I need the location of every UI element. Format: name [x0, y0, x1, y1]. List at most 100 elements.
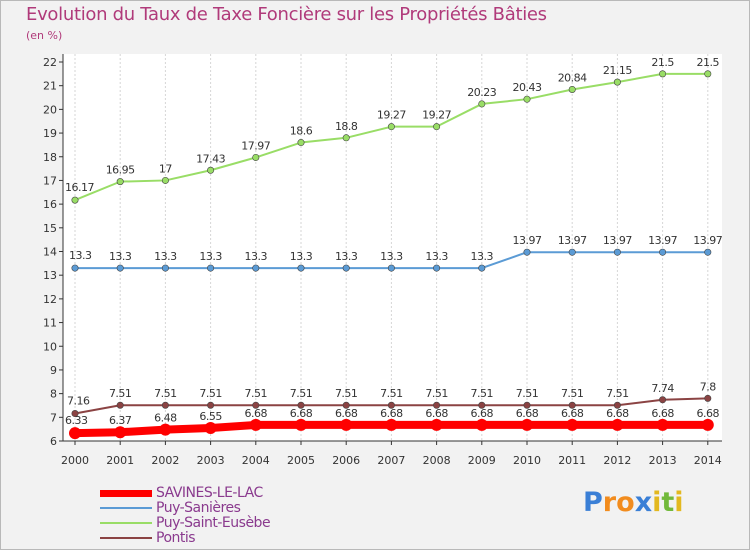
legend-item-pontis: Pontis — [100, 530, 196, 546]
y-tick-label: 14 — [43, 246, 57, 259]
data-label: 6.33 — [65, 414, 88, 427]
data-point — [71, 410, 79, 418]
data-label: 13.3 — [471, 250, 494, 263]
data-point — [342, 401, 350, 409]
x-tick-label: 2001 — [106, 454, 134, 467]
legend-label-puy-sanieres: Puy-Sanières — [156, 500, 241, 516]
x-tick-label: 2013 — [649, 454, 677, 467]
y-tick-label: 8 — [50, 388, 57, 401]
data-label: 13.3 — [425, 250, 448, 263]
data-point — [523, 401, 531, 409]
data-label: 13.3 — [199, 250, 222, 263]
logo-letter: r — [602, 487, 617, 518]
data-point — [521, 418, 533, 431]
data-point — [611, 418, 624, 431]
data-label: 6.37 — [109, 414, 132, 427]
data-label: 7.51 — [471, 387, 494, 400]
data-label: 20.43 — [513, 81, 542, 94]
data-point — [568, 248, 576, 256]
logo-letter: i — [652, 487, 662, 518]
data-point — [701, 418, 714, 431]
legend-item-savines: SAVINES-LE-LAC — [100, 485, 263, 501]
y-tick-label: 11 — [43, 317, 57, 330]
data-point — [566, 418, 579, 431]
logo-letter: i — [674, 487, 684, 518]
data-label: 7.8 — [700, 380, 716, 393]
data-label: 7.51 — [335, 387, 358, 400]
data-label: 7.51 — [380, 387, 403, 400]
data-point — [704, 394, 712, 402]
data-point — [433, 264, 441, 272]
data-label: 6.68 — [471, 407, 494, 420]
data-label: 17.43 — [196, 152, 225, 165]
data-point — [433, 401, 441, 409]
x-tick-label: 2012 — [603, 454, 631, 467]
y-tick-label: 7 — [50, 411, 57, 424]
data-label: 7.51 — [199, 387, 222, 400]
legend-swatch-puy-saint-eusebe — [100, 522, 152, 524]
data-label: 13.97 — [603, 234, 632, 247]
data-point — [252, 264, 260, 272]
data-point — [523, 95, 531, 103]
data-label: 7.51 — [561, 387, 584, 400]
y-tick-label: 19 — [43, 127, 57, 140]
data-label: 7.51 — [516, 387, 539, 400]
data-label: 6.68 — [516, 407, 539, 420]
data-label: 19.27 — [422, 109, 451, 122]
data-point — [71, 264, 79, 272]
data-point — [207, 166, 215, 174]
data-point — [387, 401, 395, 409]
data-label: 6.68 — [380, 407, 403, 420]
data-label: 7.51 — [425, 387, 448, 400]
x-tick-label: 2007 — [377, 454, 405, 467]
data-point — [295, 418, 307, 431]
chart-subtitle: (en %) — [26, 29, 63, 42]
data-point — [478, 100, 486, 108]
logo-letter: o — [616, 487, 635, 518]
legend-swatch-puy-sanieres — [100, 507, 152, 509]
data-label: 18.6 — [290, 125, 313, 138]
x-tick-label: 2000 — [61, 454, 89, 467]
data-label: 13.97 — [648, 234, 677, 247]
data-point — [704, 248, 712, 256]
data-label: 20.23 — [467, 86, 496, 99]
data-label: 7.51 — [245, 387, 268, 400]
data-label: 6.68 — [561, 407, 584, 420]
x-tick-label: 2003 — [197, 454, 225, 467]
data-point — [207, 401, 215, 409]
data-label: 6.68 — [290, 407, 313, 420]
legend-item-puy-sanieres: Puy-Sanières — [100, 500, 241, 516]
data-label: 21.15 — [603, 64, 632, 77]
data-point — [478, 401, 486, 409]
data-point — [613, 401, 621, 409]
data-label: 17 — [159, 162, 172, 175]
proxiti-logo: Proxiti — [583, 487, 684, 518]
data-label: 13.97 — [693, 234, 722, 247]
data-label: 21.5 — [651, 56, 674, 69]
x-tick-label: 2004 — [242, 454, 270, 467]
legend-swatch-savines — [100, 489, 152, 497]
data-point — [659, 248, 667, 256]
data-point — [161, 264, 169, 272]
data-label: 16.17 — [65, 181, 94, 194]
legend-item-puy-saint-eusebe: Puy-Saint-Eusèbe — [100, 515, 271, 531]
data-point — [207, 264, 215, 272]
x-tick-label: 2008 — [423, 454, 451, 467]
data-point — [387, 123, 395, 131]
data-label: 7.51 — [109, 387, 132, 400]
data-label: 21.5 — [697, 56, 720, 69]
data-label: 7.51 — [606, 387, 629, 400]
data-point — [116, 178, 124, 186]
data-label: 6.48 — [154, 412, 177, 425]
data-point — [656, 418, 669, 431]
y-tick-label: 18 — [43, 151, 57, 164]
data-point — [249, 418, 262, 431]
data-point — [568, 401, 576, 409]
data-label: 7.16 — [67, 395, 90, 408]
data-label: 13.3 — [335, 250, 358, 263]
data-point — [387, 264, 395, 272]
data-point — [433, 123, 441, 131]
legend-label-puy-saint-eusebe: Puy-Saint-Eusèbe — [156, 515, 271, 531]
data-label: 13.3 — [109, 250, 132, 263]
data-label: 13.3 — [245, 250, 268, 263]
